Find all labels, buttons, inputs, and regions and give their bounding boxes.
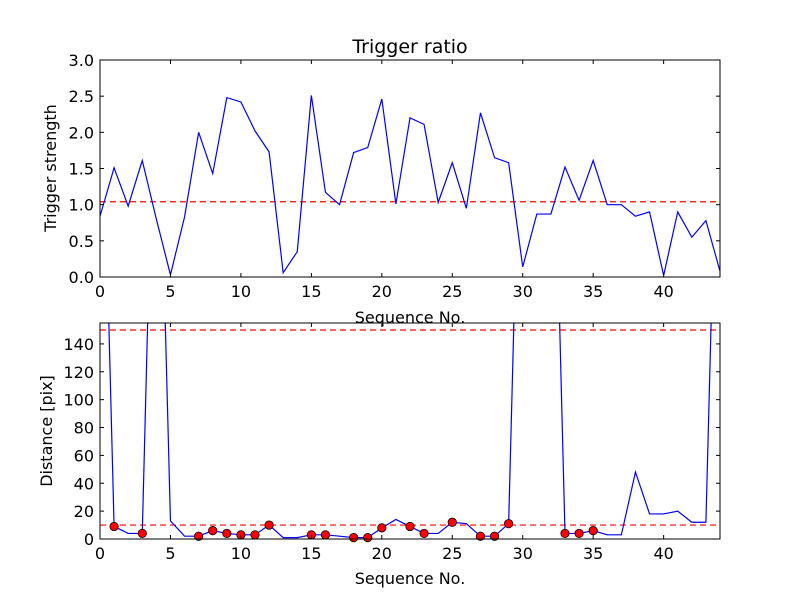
y-tick-label: 0.0 [69,268,94,287]
y-axis-label: Trigger strength [41,104,60,233]
y-tick-label: 2.0 [69,123,94,142]
y-tick-label: 100 [63,391,94,410]
data-point [560,528,570,539]
y-tick-label: 3.0 [69,51,94,70]
x-tick-label: 30 [513,282,533,301]
data-point [363,533,373,543]
x-tick-label: 40 [653,282,673,301]
data-point [377,523,387,533]
x-axis-label: Sequence No. [355,569,466,588]
data-point [588,526,598,536]
y-tick-label: 60 [74,446,94,465]
y-tick-label: 120 [63,363,94,382]
x-tick-label: 0 [95,282,105,301]
data-point [264,520,274,530]
x-axis-ticks: 0 5 10 15 20 25 30 35 40 [95,323,674,563]
data-point [222,528,232,539]
data-point [349,533,359,543]
data-point [475,531,486,541]
series-line [100,95,720,276]
x-axis-ticks: 0 5 10 15 20 25 30 35 40 [95,60,674,301]
data-point [137,528,147,539]
x-tick-label: 10 [231,282,251,301]
data-point [109,521,119,532]
y-axis-ticks: 0.0 0.5 1.0 1.5 2.0 2.5 3.0 [69,51,720,287]
data-point [574,528,584,539]
data-point [194,531,204,541]
x-tick-label: 20 [372,544,392,563]
x-tick-label: 15 [301,282,321,301]
y-tick-label: 20 [74,502,94,521]
x-tick-label: 30 [513,544,533,563]
y-tick-label: 40 [74,474,94,493]
plot-area [100,95,720,276]
x-tick-label: 25 [442,544,462,563]
x-tick-label: 20 [372,282,392,301]
marker-layer [109,517,598,543]
x-tick-label: 0 [95,544,105,563]
data-point [320,530,331,540]
y-axis-label: Distance [pix] [37,375,56,487]
x-tick-label: 5 [165,544,175,563]
x-tick-label: 25 [442,282,462,301]
y-tick-label: 1.0 [69,196,94,215]
y-tick-label: 1.5 [69,160,94,179]
y-tick-label: 0.5 [69,232,94,251]
y-tick-label: 140 [63,335,94,354]
x-tick-label: 35 [583,282,603,301]
y-tick-label: 0 [84,530,94,549]
axes-frame [99,322,721,540]
data-point [250,530,260,540]
x-tick-label: 35 [583,544,603,563]
trigger-ratio-panel: Trigger ratio 0 5 10 15 20 25 30 35 40 0.0 0.5 1.0… [41,36,721,327]
x-tick-label: 10 [231,544,251,563]
y-tick-label: 80 [74,419,94,438]
x-axis-label: Sequence No. [355,308,466,327]
y-tick-label: 2.5 [69,87,94,106]
data-point [489,531,500,541]
data-point [447,517,457,527]
x-tick-label: 15 [301,544,321,563]
data-point [419,528,429,539]
data-point [504,519,514,529]
distance-panel: 0 5 10 15 20 25 30 35 40 0 20 40 60 80 100 120 140 Sequ… [37,322,721,588]
data-point [208,526,218,536]
chart-title: Trigger ratio [351,36,467,58]
data-point [405,521,415,532]
x-tick-label: 40 [653,544,673,563]
y-axis-ticks: 0 20 40 60 80 100 120 140 [63,335,720,549]
x-tick-label: 5 [165,282,175,301]
